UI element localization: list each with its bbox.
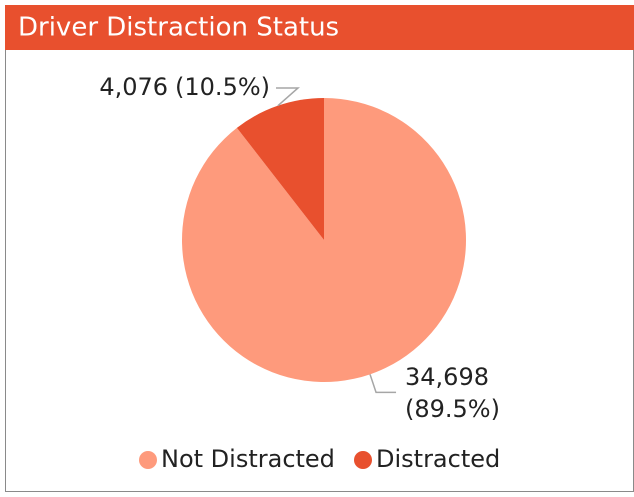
pie-slice (236, 98, 324, 240)
data-label: 4,076 (10.5%) (99, 73, 270, 101)
title-bar (5, 5, 634, 50)
data-label: 34,698 (405, 363, 489, 391)
legend-marker (354, 451, 372, 469)
legend-marker (139, 451, 157, 469)
chart-title: Driver Distraction Status (18, 13, 339, 43)
leader-line (276, 87, 300, 107)
data-label: (89.5%) (405, 395, 500, 423)
leader-line (369, 374, 397, 394)
data-label-percent: (10.5%) (175, 73, 270, 101)
legend-label: Not Distracted (161, 445, 335, 473)
pie-slice (182, 98, 467, 383)
legend-label: Distracted (376, 445, 500, 473)
data-label-value: 4,076 (99, 73, 168, 101)
